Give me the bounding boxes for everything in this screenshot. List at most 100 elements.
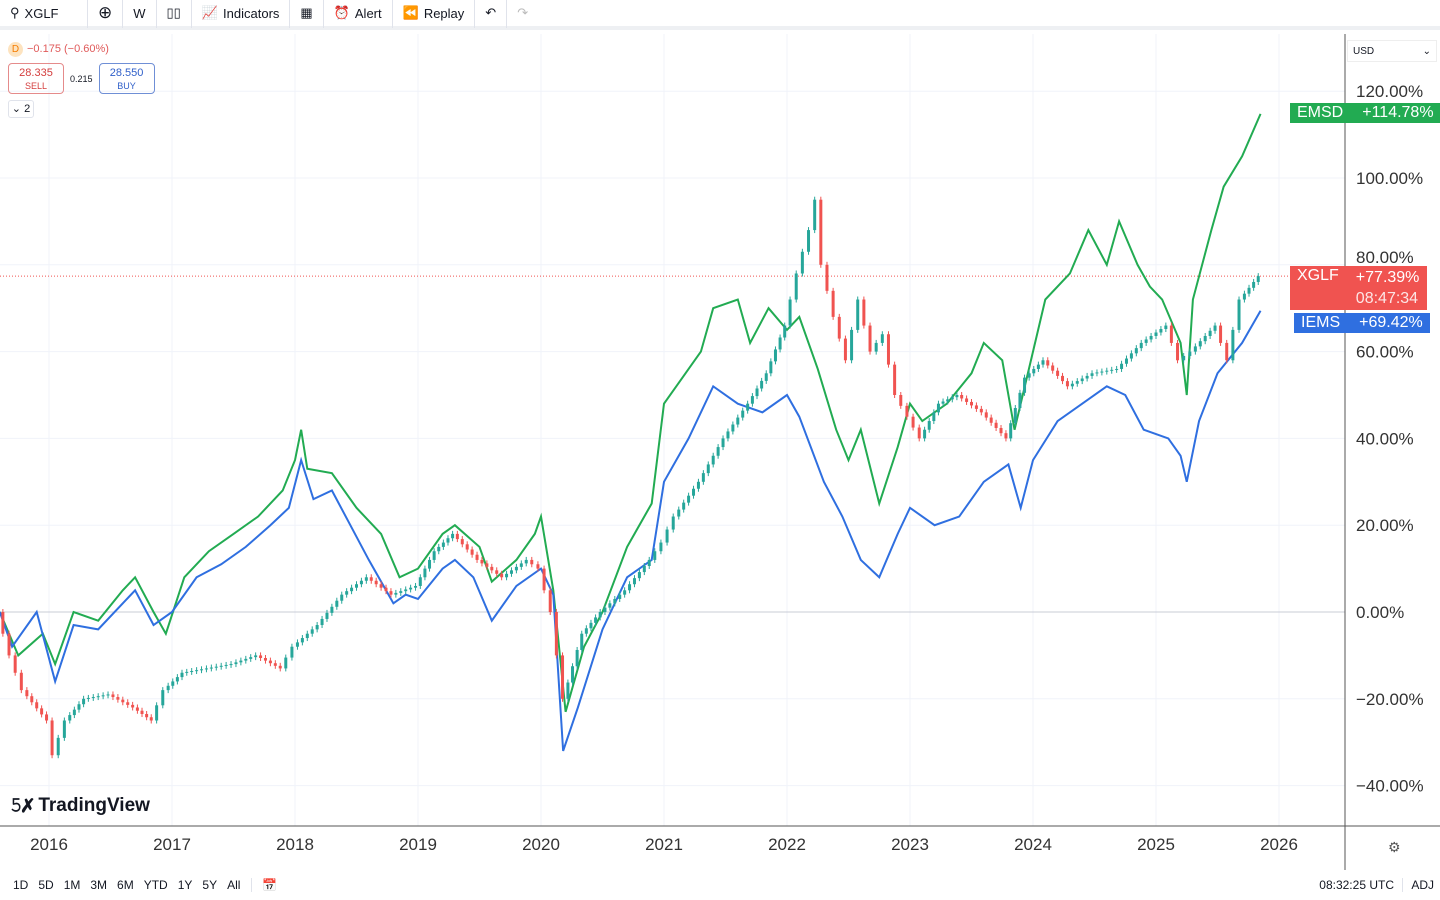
range-1y[interactable]: 1Y: [177, 878, 193, 892]
xglf-candle: [618, 594, 622, 599]
xglf-candle: [1023, 377, 1027, 393]
xglf-candle: [1051, 365, 1055, 371]
xglf-candle: [229, 664, 233, 666]
xglf-candle: [1124, 358, 1128, 364]
y-tick-label: 40.00%: [1356, 429, 1414, 448]
compare-button[interactable]: ⊕: [88, 0, 124, 28]
xglf-candle: [659, 542, 663, 552]
replay-button[interactable]: ⏪ Replay: [393, 0, 476, 28]
xglf-candle: [234, 662, 238, 665]
xglf-candle: [819, 199, 823, 265]
xglf-candle: [428, 559, 432, 569]
xglf-candle: [807, 230, 811, 252]
xglf-candle: [180, 672, 184, 678]
adjust-toggle[interactable]: ADJ: [1402, 878, 1434, 892]
clock[interactable]: 08:32:25 UTC: [1319, 878, 1394, 892]
xglf-candle: [224, 664, 228, 666]
xglf-candle: [455, 533, 459, 540]
xglf-candle: [149, 717, 153, 721]
xglf-candle: [1041, 360, 1045, 365]
tv-logo-icon: 𝟻✗: [10, 795, 34, 816]
xglf-candle: [917, 427, 921, 439]
xglf-candle: [899, 395, 903, 406]
xglf-candle: [1065, 381, 1069, 387]
xglf-candle: [200, 669, 204, 671]
xglf-candle: [642, 565, 646, 573]
xglf-candle: [1080, 378, 1084, 382]
spread: 0.215: [70, 73, 93, 84]
xglf-candle: [13, 655, 17, 673]
xglf-candle: [355, 584, 358, 588]
range-ytd[interactable]: YTD: [143, 878, 168, 892]
xglf-candle: [594, 617, 598, 623]
range-5d[interactable]: 5D: [38, 878, 54, 892]
xglf-candle: [441, 542, 445, 547]
range-1m[interactable]: 1M: [63, 878, 81, 892]
xglf-candle: [960, 395, 964, 399]
alert-button[interactable]: ⏰ Alert: [324, 0, 393, 28]
xglf-candle: [345, 591, 349, 595]
collapse-legend-button[interactable]: ⌄ 2: [8, 100, 34, 118]
xglf-candle: [677, 509, 681, 517]
x-tick-label: 2022: [768, 835, 806, 854]
x-tick-label: 2016: [30, 835, 68, 854]
xglf-candle: [886, 334, 890, 365]
xglf-candle: [161, 690, 165, 706]
xglf-candle: [1032, 368, 1036, 374]
xglf-candle: [500, 573, 504, 578]
range-all[interactable]: All: [227, 878, 241, 892]
xglf-candle: [68, 715, 72, 721]
xglf-candle: [480, 559, 484, 564]
xglf-candle: [524, 559, 528, 564]
chart-type-button[interactable]: ▯▯: [157, 0, 192, 28]
xglf-candle: [1129, 353, 1133, 359]
xglf-candle: [320, 618, 324, 626]
sell-button[interactable]: 28.335 SELL: [8, 63, 64, 94]
plus-circle-icon: ⊕: [98, 3, 113, 22]
range-1d[interactable]: 1D: [13, 878, 29, 892]
xglf-candle: [111, 694, 115, 698]
xglf-candle: [1085, 375, 1089, 379]
symbol-search[interactable]: ⚲ XGLF: [0, 0, 88, 28]
alarm-clock-icon: ⏰: [333, 5, 350, 20]
xglf-candle: [72, 709, 76, 716]
xglf-candle: [941, 401, 945, 404]
xglf-candle: [379, 584, 383, 588]
xglf-candle: [96, 696, 100, 698]
buy-button[interactable]: 28.550 BUY: [98, 63, 155, 94]
xglf-candle: [1176, 342, 1180, 361]
chart-canvas[interactable]: 2016 2017 2018 2019 2020 2021 2022 2023 2024 2025…: [0, 34, 1440, 870]
xglf-candle: [1139, 342, 1143, 349]
range-3m[interactable]: 3M: [90, 878, 108, 892]
undo-button[interactable]: ↶: [475, 0, 508, 28]
range-6m[interactable]: 6M: [117, 878, 134, 892]
range-5y[interactable]: 5Y: [202, 878, 218, 892]
xglf-candle: [185, 671, 189, 673]
xglf-candle: [1134, 348, 1138, 354]
indicators-button[interactable]: 📈 Indicators: [192, 0, 291, 28]
xglf-candle: [647, 559, 651, 566]
xglf-candle: [874, 342, 878, 352]
layouts-button[interactable]: ▦: [290, 0, 324, 28]
xglf-candle: [880, 334, 884, 343]
xglf-candle: [1061, 375, 1065, 382]
xglf-candle: [741, 410, 745, 418]
settings-gear-icon[interactable]: ⚙: [1388, 839, 1401, 855]
xglf-candle: [166, 685, 170, 691]
date-range-icon[interactable]: 📅: [251, 878, 277, 892]
iems-price-tag: IEMS +69.42%: [1294, 313, 1430, 333]
interval-button[interactable]: W: [123, 0, 157, 28]
xglf-candle: [340, 594, 344, 601]
chevron-down-icon: ⌄: [1422, 46, 1431, 57]
xglf-candle: [711, 455, 715, 465]
redo-button[interactable]: ↷: [507, 0, 538, 28]
y-tick-label: −40.00%: [1356, 777, 1424, 796]
xglf-candle: [783, 325, 787, 338]
currency-select[interactable]: USD ⌄: [1347, 40, 1437, 62]
xglf-candle: [175, 677, 179, 682]
xglf-candle: [315, 625, 319, 630]
xglf-candle: [126, 702, 130, 705]
xglf-candle: [800, 251, 804, 274]
xglf-candle: [1237, 299, 1241, 330]
xglf-candle: [1169, 325, 1173, 343]
